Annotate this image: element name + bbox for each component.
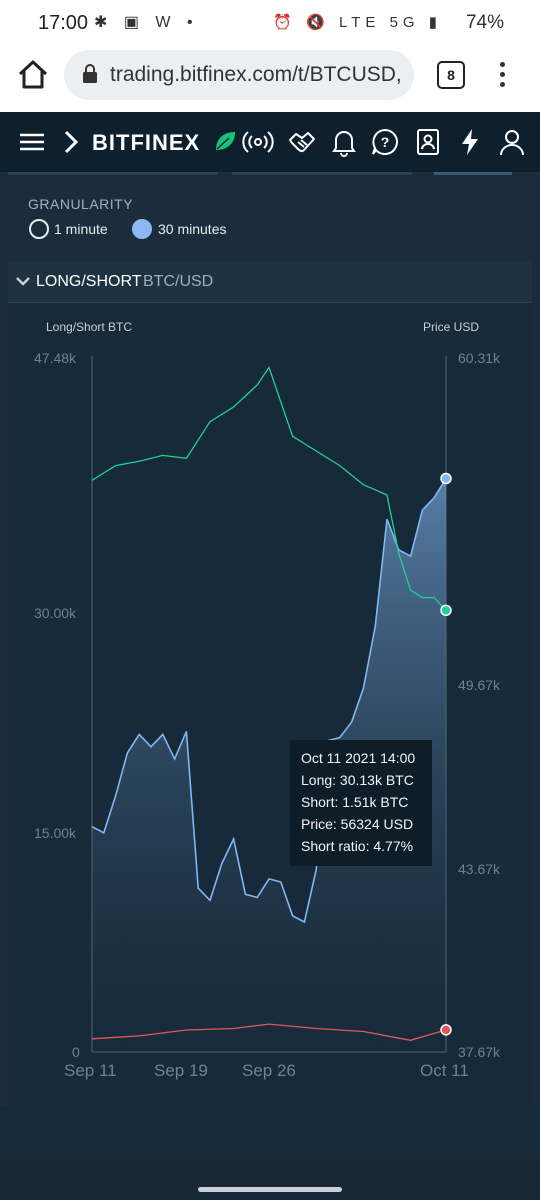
chevron-right-icon[interactable]: [56, 126, 88, 158]
status-time: 17:00: [38, 12, 89, 34]
status-bar: 17:00 ✱ ▣ W • ⏰ 🔇 LTE 5G ▮ 74%: [0, 0, 540, 44]
notification-icons: ✱ ▣ W •: [94, 14, 199, 31]
tooltip-date: Oct 11 2021 14:00: [301, 750, 416, 766]
handshake-icon[interactable]: [286, 126, 318, 158]
right-tick: 37.67k: [458, 1044, 501, 1060]
panel-tab-strip: [8, 172, 512, 175]
android-nav-bar: [0, 1154, 540, 1200]
right-tick: 43.67k: [458, 861, 501, 877]
series-line-long: [91, 365, 447, 611]
tooltip-long: Long: 30.13k BTC: [301, 772, 414, 788]
panel-footer: [0, 1106, 540, 1154]
radio-label-1-minute[interactable]: 1 minute: [54, 221, 108, 237]
left-tick: 30.00k: [34, 605, 77, 621]
right-tick: 60.31k: [458, 350, 501, 366]
user-icon[interactable]: [496, 126, 528, 158]
radio-label-30-minutes[interactable]: 30 minutes: [158, 221, 227, 237]
browser-menu-icon[interactable]: [492, 60, 512, 92]
chart-tooltip: Oct 11 2021 14:00 Long: 30.13k BTC Short…: [290, 740, 432, 866]
chevron-down-icon[interactable]: [16, 276, 30, 286]
long-short-header[interactable]: [8, 262, 532, 303]
hamburger-menu-icon[interactable]: [16, 126, 48, 158]
left-axis-title: Long/Short BTC: [46, 320, 133, 334]
x-tick: Sep 19: [154, 1061, 208, 1080]
home-gesture-pill[interactable]: [198, 1187, 342, 1192]
system-icons: ⏰ 🔇 LTE 5G ▮: [273, 14, 442, 31]
bitfinex-logo[interactable]: BITFINEX: [92, 130, 201, 155]
lightning-icon[interactable]: [454, 126, 486, 158]
leaf-icon: [216, 132, 235, 150]
lock-icon: [83, 64, 97, 83]
tooltip-price: Price: 56324 USD: [301, 816, 414, 832]
tooltip-short-ratio: Short ratio: 4.77%: [301, 838, 414, 854]
left-tick: 15.00k: [34, 825, 77, 841]
radio-30-minutes[interactable]: [132, 219, 152, 239]
browser-toolbar: trading.bitfinex.com/t/BTCUSD, 8: [0, 44, 540, 113]
account-card-icon[interactable]: [412, 126, 444, 158]
x-tick: Sep 26: [242, 1061, 296, 1080]
tooltip-short: Short: 1.51k BTC: [301, 794, 409, 810]
help-icon[interactable]: ?: [369, 126, 401, 158]
broadcast-icon[interactable]: [242, 126, 274, 158]
left-tick: 47.48k: [34, 350, 77, 366]
section-title: LONG/SHORT: [36, 273, 142, 290]
right-tick: 49.67k: [458, 677, 501, 693]
svg-text:?: ?: [381, 134, 390, 150]
series-line-price: [91, 478, 447, 924]
radio-1-minute[interactable]: [29, 219, 49, 239]
address-bar[interactable]: trading.bitfinex.com/t/BTCUSD,: [64, 50, 414, 100]
granularity-title: GRANULARITY: [28, 196, 134, 212]
url-text: trading.bitfinex.com/t/BTCUSD,: [110, 63, 402, 86]
crosshair-point-short: [440, 1024, 452, 1036]
crosshair-point-price: [440, 472, 452, 485]
section-pair: BTC/USD: [143, 273, 214, 290]
bell-icon[interactable]: [328, 126, 360, 158]
battery-level: 74%: [465, 12, 504, 33]
right-axis-title: Price USD: [423, 320, 480, 334]
app-header: BITFINEX ?: [0, 112, 540, 172]
tab-count-button[interactable]: 8: [437, 61, 465, 89]
crosshair-point-long: [440, 604, 452, 617]
left-tick: 0: [72, 1044, 80, 1060]
home-icon[interactable]: [16, 58, 50, 92]
price-area: [92, 478, 446, 1052]
x-tick: Sep 11: [64, 1061, 117, 1080]
series-line-short: [91, 1023, 447, 1041]
x-tick: Oct 11: [420, 1061, 469, 1080]
